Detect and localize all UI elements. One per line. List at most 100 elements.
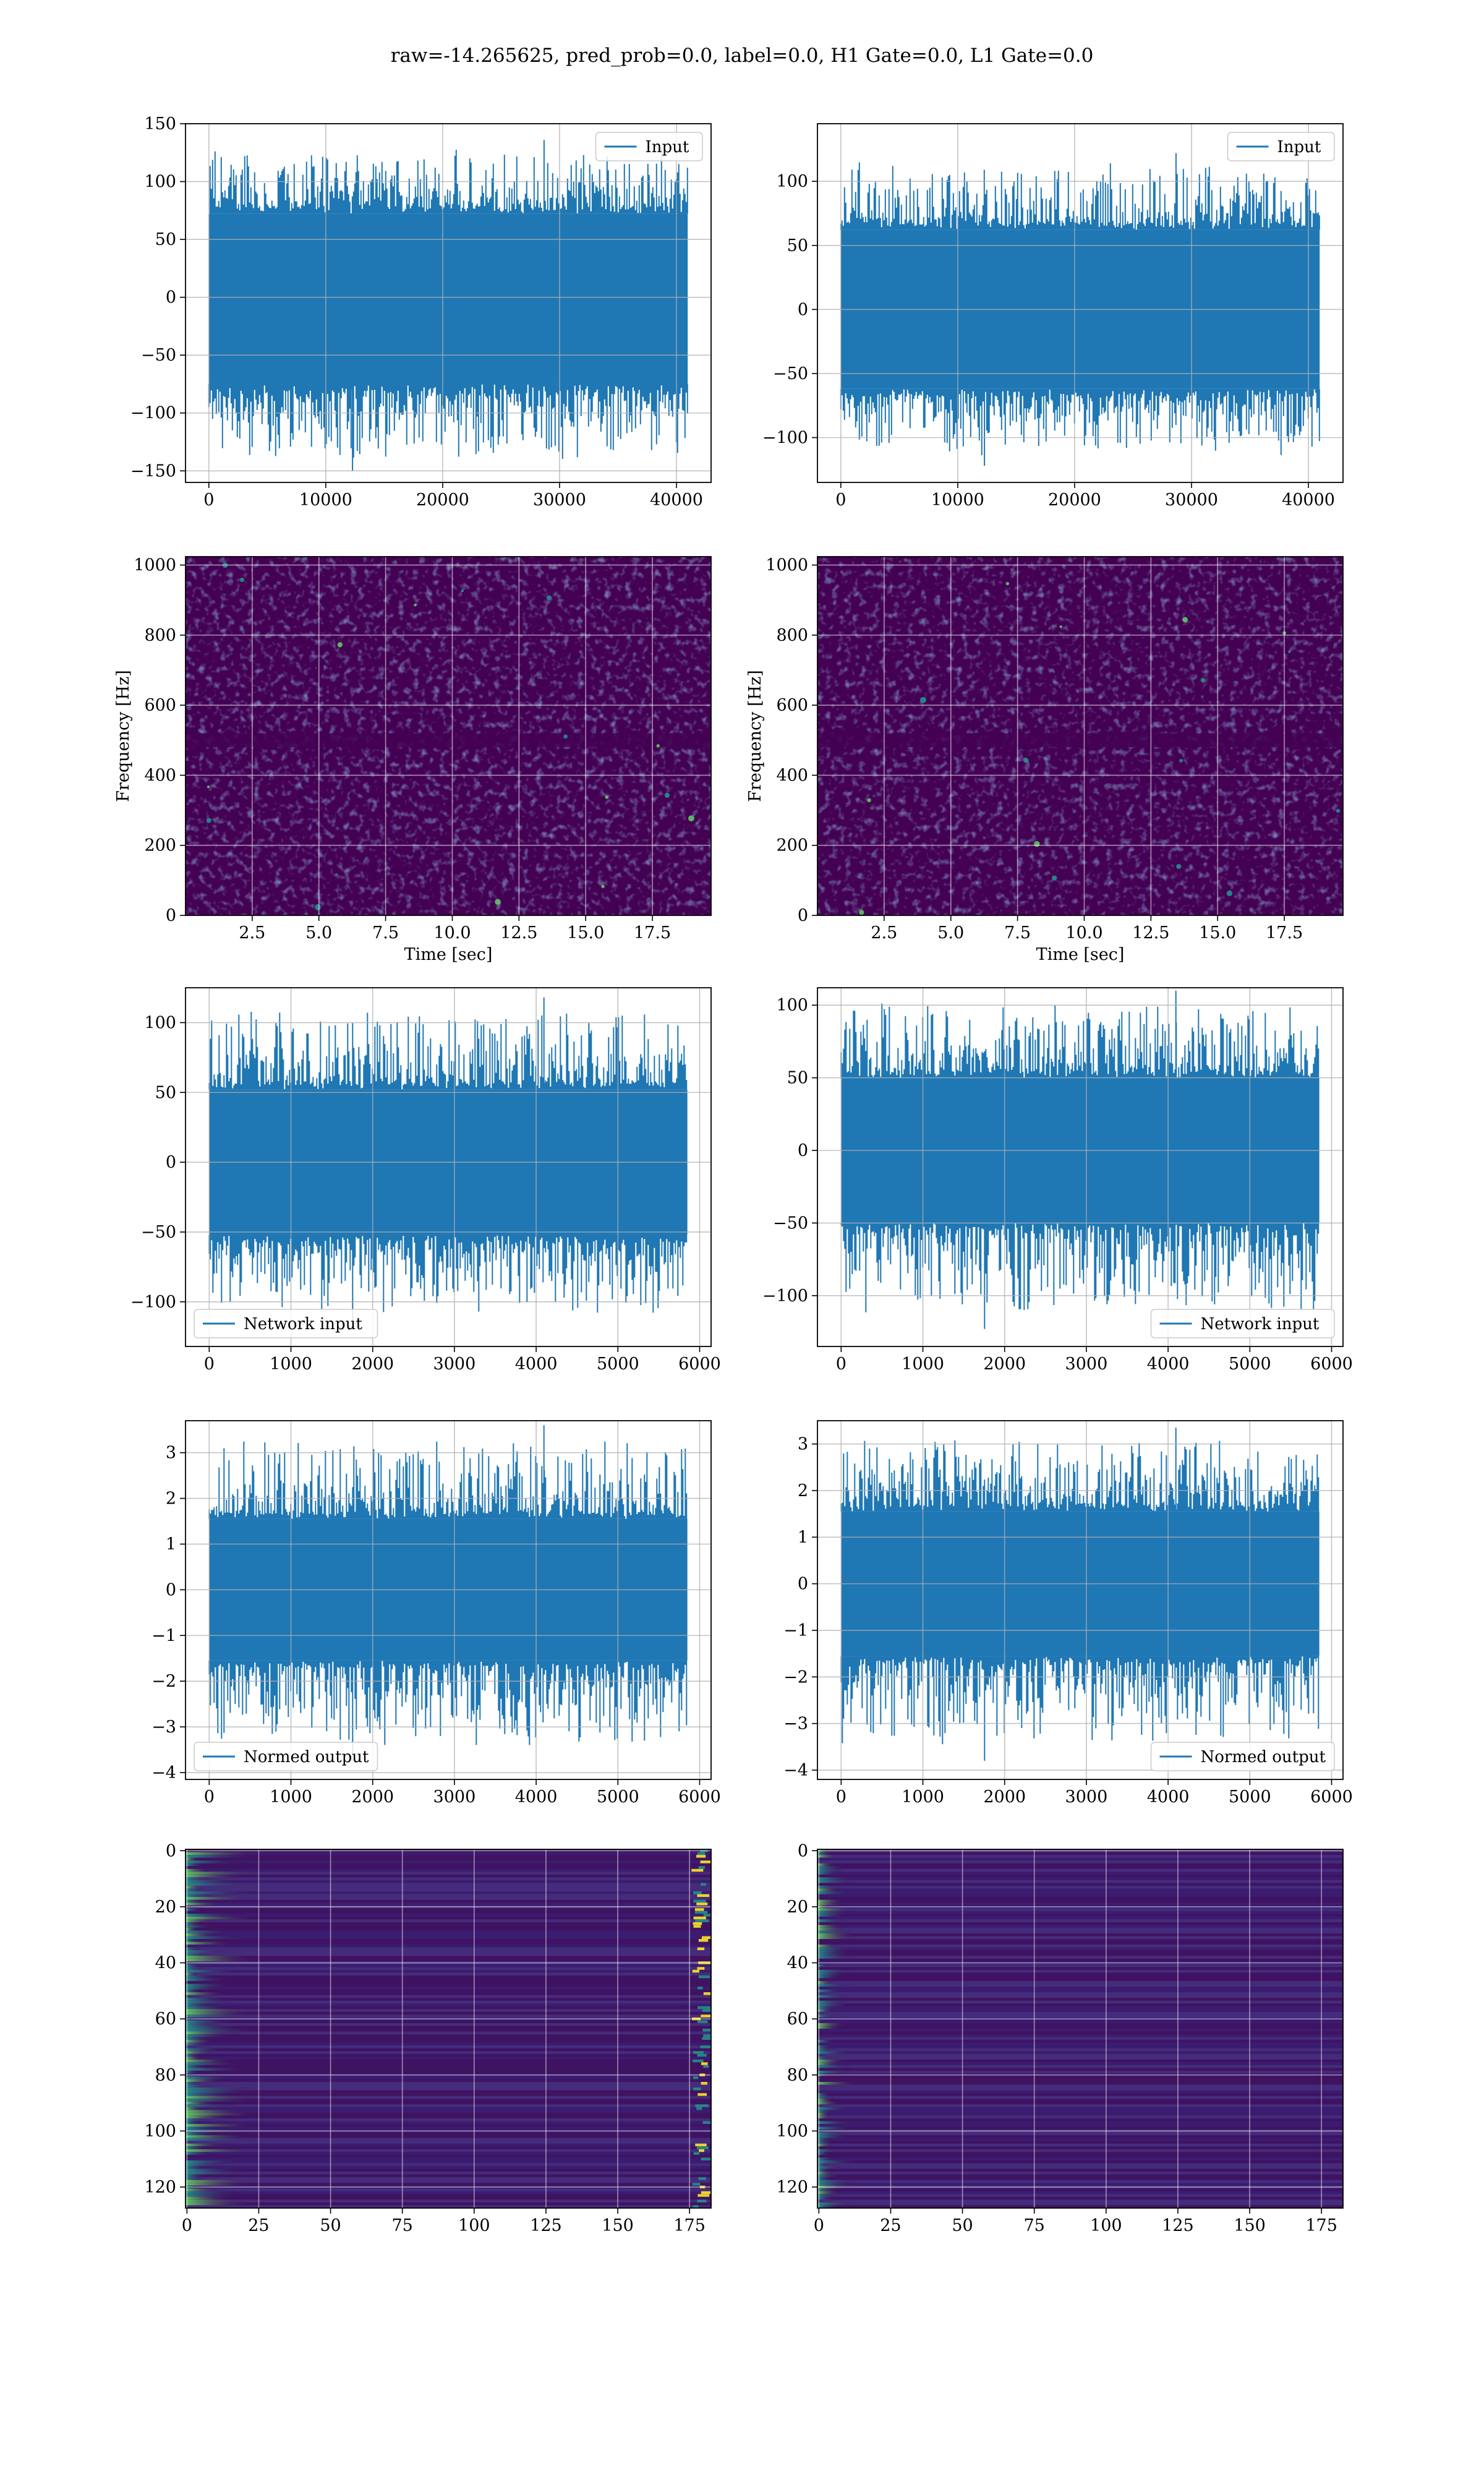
heatmap-streak <box>186 2146 210 2149</box>
heatmap-streak <box>186 2194 241 2197</box>
heatmap-streak <box>186 2121 202 2125</box>
heatmap-row <box>186 1933 711 1937</box>
x-tick-label: 7.5 <box>372 923 399 943</box>
heatmap-hotspot <box>605 795 609 799</box>
heatmap-streak <box>817 2006 840 2010</box>
heatmap-row <box>186 1863 711 1867</box>
heatmap-row <box>817 2051 1343 2055</box>
heatmap-row <box>186 1953 711 1956</box>
heatmap-streak <box>186 2003 214 2006</box>
tick-labels: 2.5 5.0 7.5 10.0 12.5 15.0 17.5 0 200 400 600 800 10… <box>765 556 1303 943</box>
heatmap-streak <box>186 1998 233 2001</box>
heatmap-row <box>186 1936 711 1940</box>
heatmap-streak <box>186 2076 239 2079</box>
heatmap-streak <box>186 2084 211 2088</box>
y-tick-label: 100 <box>144 1013 176 1032</box>
y-tick-label: −1 <box>151 1626 176 1645</box>
subplot-spectrogram-l1: 2.5 5.0 7.5 10.0 12.5 15.0 17.5 0 200 400 600 800 10… <box>746 556 1344 964</box>
heatmap-streak <box>817 2180 857 2183</box>
heatmap-streak <box>186 2087 258 2091</box>
heatmap-row <box>186 1855 711 1858</box>
heatmap-row <box>186 2101 711 2105</box>
heatmap-streak <box>817 2152 831 2155</box>
heatmap-row <box>817 2020 1343 2024</box>
heatmap-streak <box>817 1866 848 1869</box>
heatmap-row <box>817 2031 1343 2035</box>
heatmap-edge-mark <box>697 2194 710 2197</box>
heatmap-streak <box>186 1899 207 1903</box>
heatmap-hotspot <box>1182 617 1188 623</box>
heatmap-streak <box>186 2011 258 2015</box>
x-tick-label: 0 <box>203 490 214 510</box>
x-tick-label: 2000 <box>983 1355 1026 1374</box>
y-tick-label: 200 <box>776 836 808 855</box>
subplot-feature-map-h1: 0 25 50 75 100 125 150 175 0 20 40 60 80 100 120 <box>144 1841 712 2235</box>
heatmap-row <box>817 1874 1343 1878</box>
heatmap-edge-mark <box>693 1891 702 1894</box>
heatmap-hotspot <box>1336 808 1341 813</box>
heatmap-streak <box>186 1975 220 1979</box>
heatmap-row <box>186 2205 711 2208</box>
heatmap-streak <box>817 1933 858 1937</box>
heatmap-edge-mark <box>701 2191 711 2194</box>
x-tick-label: 4000 <box>515 1355 558 1374</box>
heatmap-streak <box>186 2057 203 2060</box>
heatmap-streak <box>186 2135 254 2138</box>
tick-labels: 0 25 50 75 100 125 150 175 0 20 40 60 80 100 120 <box>776 1841 1337 2235</box>
heatmap-row <box>186 2188 711 2192</box>
heatmap-edge-mark <box>701 2157 711 2160</box>
heatmap-streak <box>186 1964 203 1967</box>
gridlines <box>186 988 711 1346</box>
heatmap-row <box>186 1964 711 1967</box>
heatmap-row <box>186 2051 711 2055</box>
heatmap-edge-mark <box>693 2076 698 2079</box>
heatmap-row <box>817 1897 1343 1900</box>
x-tick-label: 0 <box>836 1355 846 1374</box>
heatmap-row <box>817 1972 1343 1976</box>
x-tick-label: 20000 <box>1048 490 1101 510</box>
heatmap-hotspot <box>1288 650 1291 653</box>
heatmap-streak <box>186 1868 211 1872</box>
heatmap-row <box>186 2059 711 2063</box>
heatmap-streak <box>186 1978 233 1981</box>
heatmap-row <box>186 1945 711 1948</box>
tick-labels: 0 10000 20000 30000 40000 −100 −50 0 50 100 <box>762 172 1335 510</box>
heatmap-row <box>186 2014 711 2018</box>
heatmap-hotspot <box>1005 581 1010 586</box>
heatmap-streak <box>817 2196 836 2200</box>
heatmap-streak <box>817 2157 838 2160</box>
legend: Network input <box>194 1309 378 1338</box>
heatmap-streak <box>186 2177 205 2180</box>
heatmap-streak <box>817 1947 856 1951</box>
x-tick-label: 4000 <box>1147 1787 1190 1807</box>
heatmap-streak <box>186 2079 225 2082</box>
heatmap-hotspot <box>1034 841 1040 847</box>
y-tick-label: 400 <box>144 766 176 785</box>
heatmap-streak <box>186 1992 227 1995</box>
heatmap-streak <box>817 1984 852 1987</box>
heatmap-edge-mark <box>702 2029 711 2032</box>
heatmap-row <box>186 1880 711 1883</box>
data-area <box>817 1849 1343 2208</box>
axes-frame <box>185 556 712 916</box>
heatmap-row <box>817 2183 1343 2186</box>
heatmap-edge-mark <box>702 1936 711 1939</box>
heatmap-row <box>817 2172 1343 2175</box>
heatmap-edge-mark <box>696 1903 708 1906</box>
heatmap-row <box>817 1995 1343 1998</box>
heatmap-row <box>186 2121 711 2125</box>
heatmap-streak <box>186 1936 252 1939</box>
heatmap-row <box>817 2110 1343 2113</box>
gridlines <box>817 557 1343 916</box>
heatmap-row <box>817 2034 1343 2037</box>
heatmap-streak <box>186 2118 209 2121</box>
heatmap-hotspot <box>495 899 501 905</box>
heatmap-edge-mark <box>691 1868 704 1872</box>
legend: Input <box>595 132 703 161</box>
heatmap-row <box>186 2126 711 2130</box>
heatmap-streak <box>817 1989 846 1993</box>
x-tick-label: 1000 <box>902 1355 944 1374</box>
heatmap-streak <box>817 2183 857 2186</box>
heatmap-row <box>817 1992 1343 1995</box>
